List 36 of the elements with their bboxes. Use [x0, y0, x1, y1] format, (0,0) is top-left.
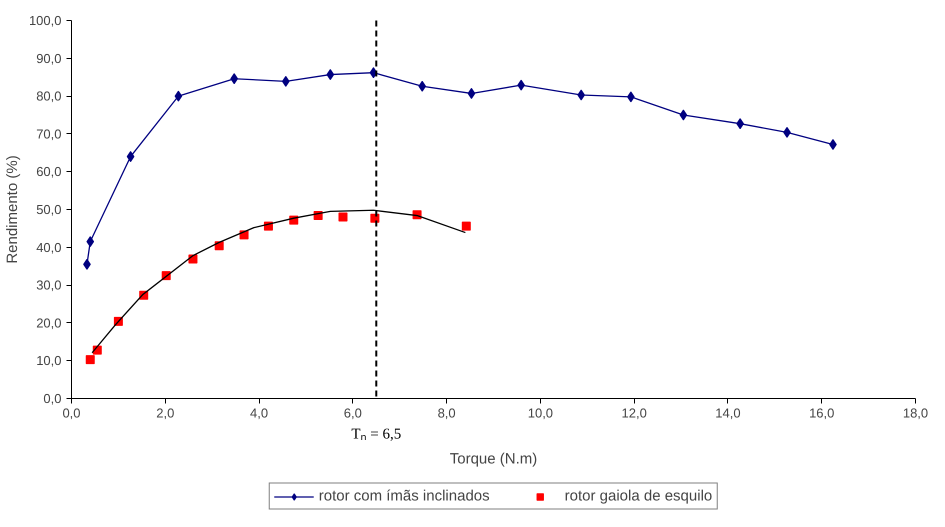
y-tick-label: 0,0 — [43, 391, 62, 406]
point — [86, 355, 95, 364]
x-tick-label: 8,0 — [438, 406, 456, 420]
legend-label: rotor gaiola de esquilo — [564, 488, 712, 504]
x-tick-label: 16,0 — [809, 406, 834, 420]
y-tick-label: 10,0 — [36, 353, 62, 368]
point — [462, 222, 471, 231]
point — [680, 110, 688, 120]
x-tick-label: 2,0 — [156, 406, 174, 420]
y-axis-title: Rendimento (%) — [4, 155, 21, 264]
y-tick-label: 40,0 — [36, 240, 62, 255]
x-tick-label: 10,0 — [528, 406, 554, 420]
point — [338, 212, 348, 222]
point — [326, 69, 334, 80]
x-tick-label: 4,0 — [250, 406, 268, 420]
x-tick-label: 12,0 — [622, 406, 647, 420]
legend-label: rotor com ímãs inclinados — [318, 488, 490, 504]
x-tick-label: 0,0 — [62, 406, 81, 420]
point — [86, 236, 94, 248]
y-tick-label: 30,0 — [36, 278, 62, 293]
y-tick-label: 50,0 — [36, 202, 62, 217]
x-tick-label: 6,0 — [344, 406, 362, 420]
point — [577, 89, 586, 100]
x-axis-title: Torque (N.m) — [450, 450, 538, 468]
point — [418, 80, 426, 92]
ref-line-label: Tₙ = 6,5 — [351, 426, 402, 442]
y-tick-label: 80,0 — [36, 88, 62, 104]
point — [230, 73, 238, 84]
x-tick-label: 14,0 — [715, 406, 741, 420]
y-tick-label: 90,0 — [36, 50, 62, 66]
y-tick-label: 70,0 — [36, 126, 62, 142]
y-tick-label: 60,0 — [36, 164, 62, 180]
y-tick-label: 100,0 — [28, 13, 62, 28]
point — [282, 76, 290, 87]
y-tick-label: 20,0 — [36, 315, 62, 330]
x-tick-label: 18,0 — [902, 406, 928, 420]
